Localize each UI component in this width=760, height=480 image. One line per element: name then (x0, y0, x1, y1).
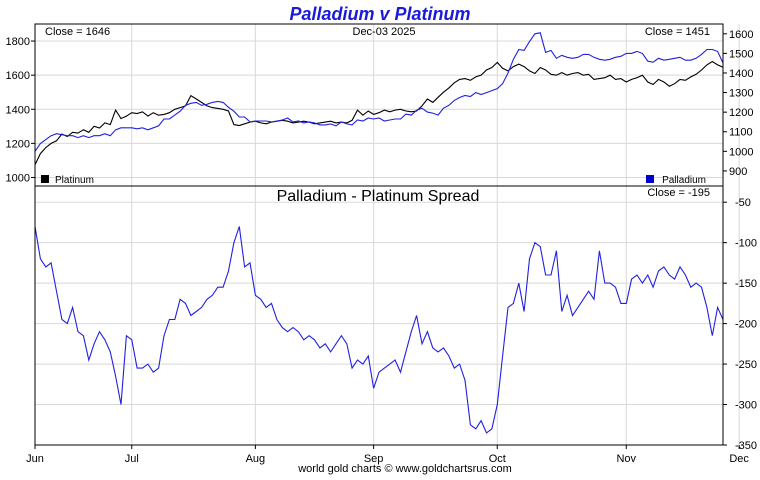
x-axis-tick-label: Sep (364, 453, 384, 465)
spread-axis-tick-label: -100 (735, 238, 757, 250)
left-axis-tick-label: 1800 (6, 36, 30, 48)
right-axis-tick-label: 1400 (729, 68, 753, 80)
right-axis-tick-label: 1500 (729, 48, 753, 60)
spread-axis-tick-label: -150 (735, 278, 757, 290)
spread-axis-tick-label: -200 (735, 319, 757, 331)
right-axis-tick-label: 900 (729, 166, 747, 178)
left-axis-tick-label: 1000 (6, 172, 30, 184)
series-line-palladium (34, 32, 724, 152)
left-axis-tick-label: 1200 (6, 138, 30, 150)
left-close-readout: Close = 1646 (45, 26, 110, 38)
legend-swatch-palladium (646, 175, 654, 183)
x-axis-tick-label: Nov (616, 453, 636, 465)
left-axis-tick-label: 1600 (6, 70, 30, 82)
x-axis-tick-label: Aug (246, 453, 266, 465)
right-axis-tick-label: 1200 (729, 107, 753, 119)
right-close-readout: Close = 1451 (645, 26, 710, 38)
top-plot-frame (34, 23, 724, 187)
date-label: Dec-03 2025 (353, 26, 416, 38)
spread-axis-tick-label: -50 (735, 197, 751, 209)
right-axis-tick-label: 1000 (729, 146, 753, 158)
right-axis-tick-label: 1100 (729, 127, 753, 139)
legend-swatch-platinum (41, 175, 49, 183)
x-axis-tick-label: Dec (729, 453, 749, 465)
spread-axis-tick-label: -250 (735, 359, 757, 371)
spread-axis-tick-label: -300 (735, 400, 757, 412)
x-axis-tick-label: Jun (26, 453, 44, 465)
legend-label-platinum: Platinum (55, 175, 94, 186)
legend-label-palladium: Palladium (662, 175, 706, 186)
top-price-panel: 1000 1200 1400 1600 1800 900 1000 1100 1200 1300 1… (6, 23, 753, 187)
spread-close-readout: Close = -195 (647, 187, 710, 199)
right-axis-tick-label: 1300 (729, 88, 753, 100)
series-line-spread (34, 226, 724, 434)
right-axis-tick-label: 1600 (729, 29, 753, 41)
spread-title: Palladium - Platinum Spread (277, 188, 480, 205)
spread-panel: Jun Jul Aug Sep Oct Nov Dec -50 -100 -150 -200 -250… (26, 185, 757, 465)
x-axis-tick-label: Jul (125, 453, 139, 465)
spread-axis-tick-label: -350 (735, 440, 757, 452)
left-axis-tick-label: 1400 (6, 104, 30, 116)
x-axis-tick-label: Oct (489, 453, 506, 465)
series-line-platinum (34, 60, 724, 165)
bottom-plot-frame (34, 185, 724, 446)
footer-credit: world gold charts © www.goldchartsrus.co… (297, 463, 512, 475)
chart-title: Palladium v Platinum (289, 4, 470, 24)
